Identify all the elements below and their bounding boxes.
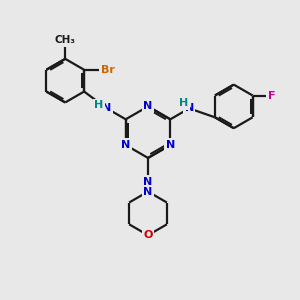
Text: CH₃: CH₃ [55,35,76,45]
Text: N: N [184,103,194,113]
Text: H: H [178,98,188,108]
Text: N: N [143,177,153,187]
Text: F: F [268,91,275,100]
Text: N: N [143,187,153,196]
Text: N: N [102,103,112,113]
Text: N: N [121,140,130,150]
Text: O: O [143,230,153,240]
Text: Br: Br [101,65,115,75]
Text: N: N [143,101,153,111]
Text: N: N [166,140,175,150]
Text: H: H [94,100,104,110]
